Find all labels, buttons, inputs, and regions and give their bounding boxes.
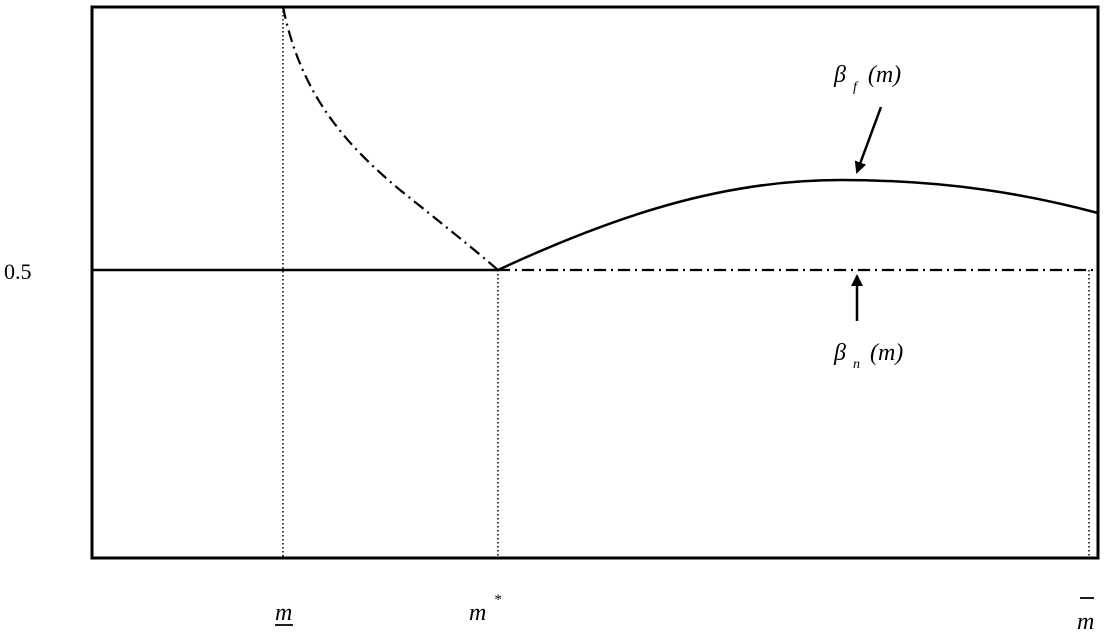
beta-f-subscript: f bbox=[853, 80, 859, 95]
m-star-sup: * bbox=[494, 592, 502, 608]
beta-f-label: β f (m) bbox=[833, 62, 901, 97]
beta-f-argument: (m) bbox=[868, 62, 901, 88]
y-tick-0-5: 0.5 bbox=[4, 259, 32, 284]
beta-n-subscript: n bbox=[853, 357, 860, 372]
beta-n-symbol: β bbox=[833, 340, 846, 366]
x-label-m-star: m * bbox=[469, 592, 502, 626]
x-label-m-upper: m bbox=[1077, 609, 1094, 635]
beta-f-arrow bbox=[854, 106, 883, 174]
beta-f-symbol: β bbox=[833, 62, 846, 88]
beta-n-argument: (m) bbox=[870, 340, 903, 366]
beta-f-left-branch bbox=[281, 6, 499, 271]
x-label-m-lower: m bbox=[275, 600, 292, 626]
beta-f-curve bbox=[497, 178, 1099, 272]
plot-frame bbox=[90, 5, 1100, 560]
beta-n-label: β n (m) bbox=[833, 340, 903, 374]
m-star-base: m bbox=[469, 600, 486, 626]
